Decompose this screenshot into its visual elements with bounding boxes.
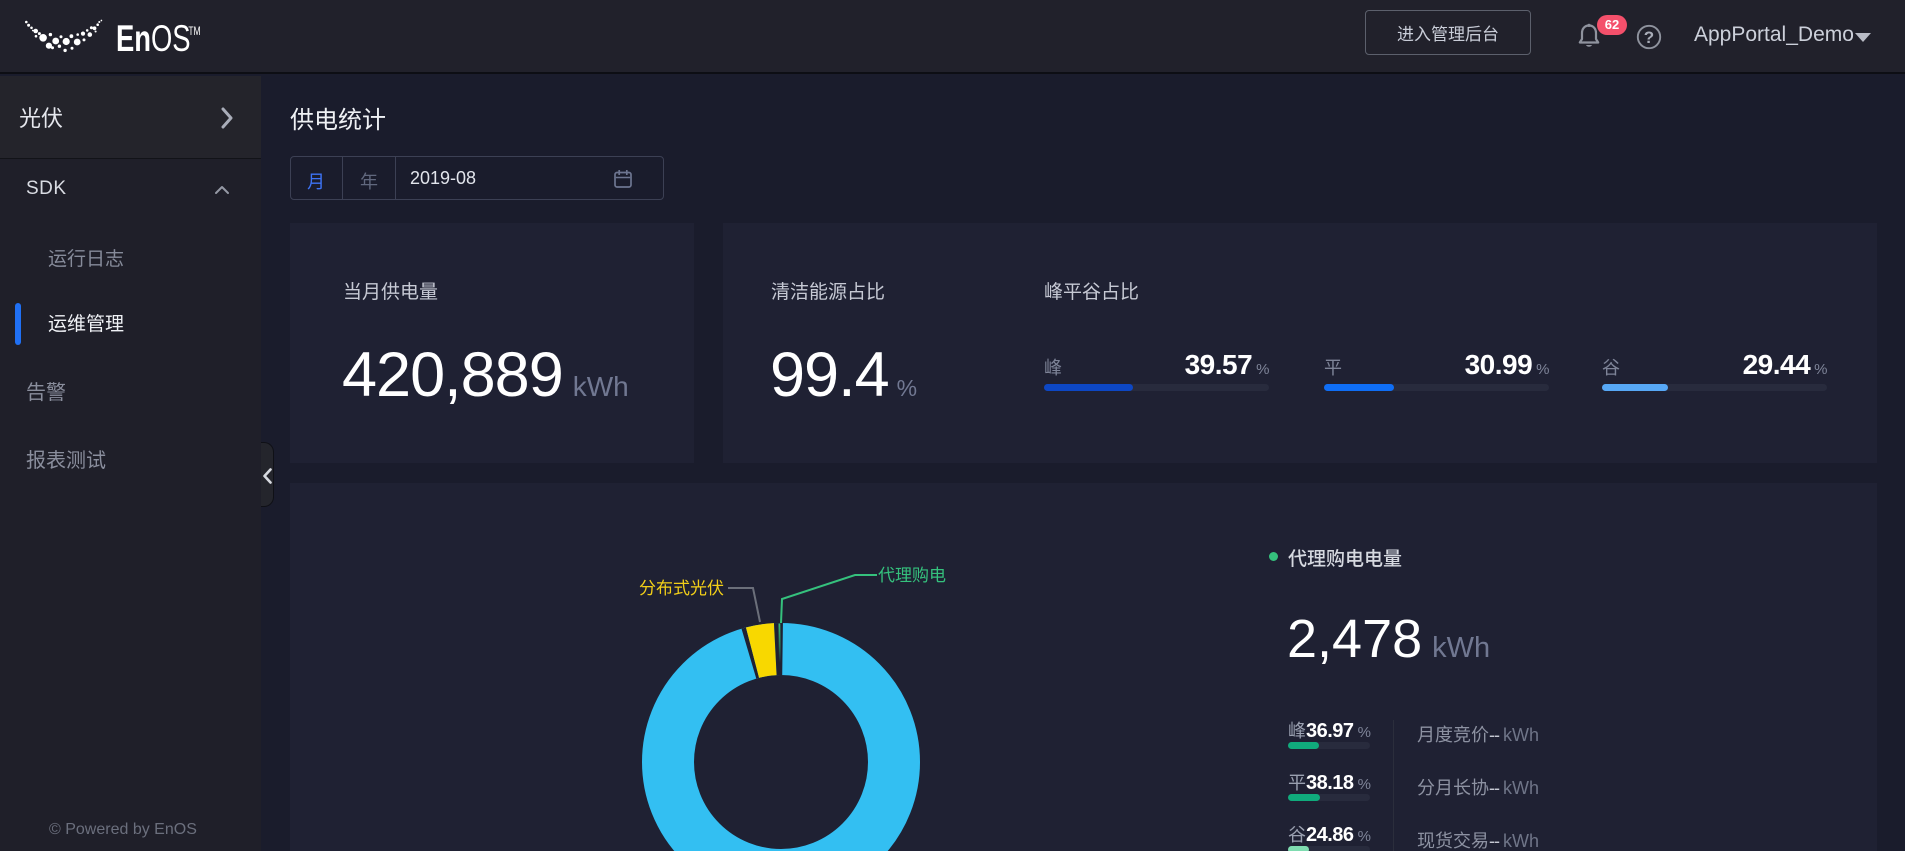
svg-text:?: ? — [1644, 28, 1654, 47]
